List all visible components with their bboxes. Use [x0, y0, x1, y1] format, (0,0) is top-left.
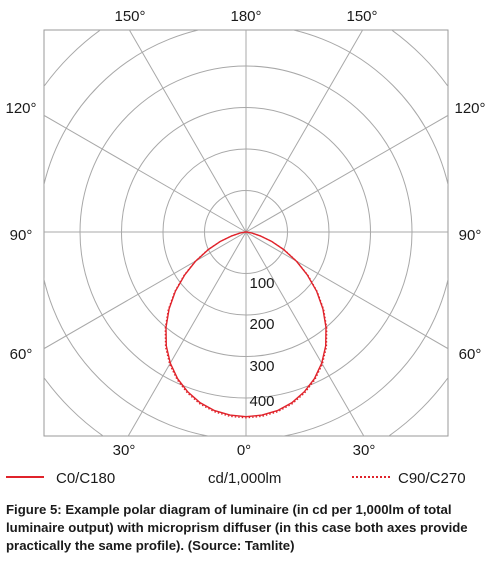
grid-spoke-60-right: [245, 231, 448, 350]
legend-label-c90-c270: C90/C270: [398, 470, 466, 487]
radial-label-300: 300: [249, 358, 274, 375]
legend-unit: cd/1,000lm: [208, 470, 281, 487]
legend-swatch-dotted: [352, 476, 390, 479]
radial-label-100: 100: [249, 275, 274, 292]
angle-label-60-right: 60°: [459, 346, 482, 363]
legend-item-c90-c270: C90/C270: [352, 470, 466, 487]
angle-label-120-left: 120°: [5, 100, 36, 117]
angle-label-150-left: 150°: [114, 8, 145, 25]
angle-label-90-right: 90°: [459, 227, 482, 244]
radial-label-200: 200: [249, 316, 274, 333]
legend-item-c0-c180: C0/C180: [6, 470, 115, 487]
angle-label-120-right: 120°: [454, 100, 485, 117]
legend: C0/C180 cd/1,000lm C90/C270: [0, 470, 492, 492]
series-curve-c0-c180: [165, 231, 327, 418]
angle-label-30-left: 30°: [113, 442, 136, 459]
angle-label-150-right: 150°: [346, 8, 377, 25]
legend-label-c0-c180: C0/C180: [56, 470, 116, 487]
grid-spoke-150-left: [128, 30, 247, 233]
polar-grid: [44, 30, 448, 436]
figure-caption: Figure 5: Example polar diagram of lumin…: [6, 502, 468, 553]
angle-label-90-left: 90°: [10, 227, 33, 244]
grid-spoke-60-left: [44, 231, 247, 350]
angle-label-0: 0°: [237, 442, 251, 459]
grid-spoke-150-right: [245, 30, 364, 233]
angle-label-30-right: 30°: [353, 442, 376, 459]
series-layer: [164, 231, 328, 419]
angle-label-60-left: 60°: [10, 346, 33, 363]
grid-spoke-120-left: [44, 114, 247, 233]
grid-spoke-30-right: [245, 231, 365, 436]
legend-swatch-solid: [6, 476, 44, 479]
radial-label-400: 400: [249, 393, 274, 410]
angle-label-180: 180°: [230, 8, 261, 25]
polar-chart: 150° 180° 150° 120° 120° 90° 90° 60° 60°…: [5, 8, 485, 459]
grid-spoke-30-left: [127, 231, 247, 436]
series-curve-c90-c270: [164, 231, 328, 419]
grid-spoke-120-right: [245, 114, 448, 233]
legend-unit-label: cd/1,000lm: [208, 470, 282, 487]
